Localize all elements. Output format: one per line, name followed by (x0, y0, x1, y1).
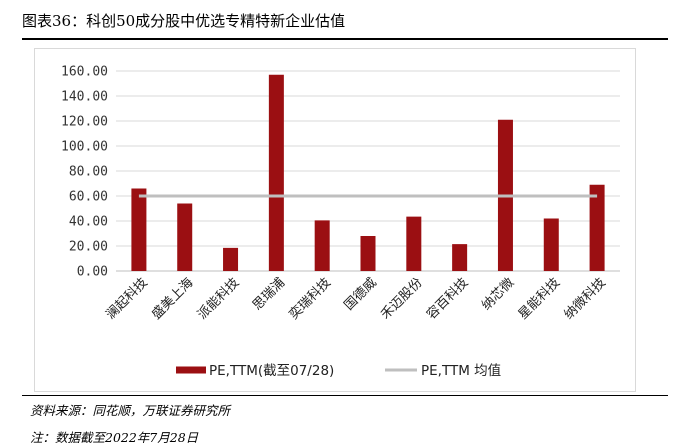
legend-average-label: PE,TTM 均值 (421, 363, 501, 379)
y-tick-label: 140.00 (61, 90, 108, 105)
y-tick-label: 120.00 (61, 115, 108, 130)
y-tick-label: 100.00 (61, 140, 108, 155)
y-tick-label: 80.00 (69, 165, 108, 180)
x-category-label: 禾迈股份 (378, 275, 425, 322)
bar-chart: 0.00 20.00 40.00 60.00 80.00 100.00 120.00 140.… (61, 65, 620, 379)
x-category-label: 盛美上海 (149, 275, 196, 322)
y-tick-label: 0.00 (77, 265, 108, 280)
chart-frame: 0.00 20.00 40.00 60.00 80.00 100.00 120.00 140.… (34, 48, 636, 392)
bar (131, 188, 147, 271)
x-category-label: 奕瑞科技 (286, 275, 334, 323)
footer-rule (22, 395, 668, 396)
x-category-label: 星能科技 (516, 275, 563, 322)
x-category-label: 容百科技 (423, 275, 471, 323)
bar (543, 218, 559, 271)
bar (406, 216, 422, 271)
legend-bar-label: PE,TTM(截至07/28) (209, 363, 334, 379)
x-category-label: 澜起科技 (103, 275, 150, 322)
x-category-label: 纳微科技 (562, 275, 609, 322)
bar (360, 236, 376, 271)
bar (452, 244, 468, 271)
x-category-label: 纳芯微 (479, 275, 517, 313)
y-tick-label: 160.00 (61, 65, 108, 80)
bar (177, 203, 193, 271)
bar (314, 220, 330, 271)
bar (223, 247, 239, 271)
y-tick-label: 60.00 (69, 190, 108, 205)
source-note: 资料来源：同花顺，万联证券研究所 (30, 403, 231, 418)
y-tick-label: 20.00 (69, 240, 108, 255)
x-category-label: 派能科技 (195, 275, 242, 322)
y-tick-label: 40.00 (69, 215, 108, 230)
x-category-label: 思瑞浦 (250, 275, 288, 313)
title-rule (22, 38, 668, 40)
bar (589, 184, 605, 271)
x-category-label: 国德威 (342, 275, 380, 313)
figure-title: 图表36：科创50成分股中优选专精特新企业估值 (22, 12, 346, 30)
bar (268, 74, 284, 271)
